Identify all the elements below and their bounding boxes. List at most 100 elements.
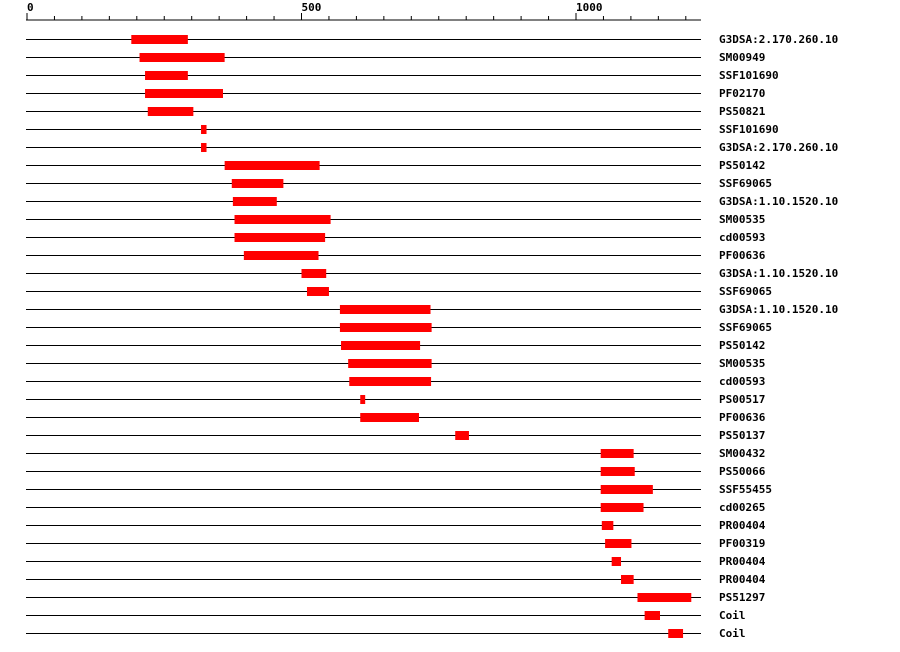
feature-bar	[360, 413, 419, 422]
feature-track: PF00319	[26, 537, 765, 550]
track-label: G3DSA:1.10.1520.10	[719, 303, 838, 316]
feature-track: PS00517	[26, 393, 765, 406]
feature-track: G3DSA:1.10.1520.10	[26, 303, 838, 316]
feature-bar	[621, 575, 634, 584]
feature-track: cd00593	[26, 231, 765, 244]
feature-track: SSF101690	[26, 69, 779, 82]
feature-bar	[348, 359, 432, 368]
feature-track: PF00636	[26, 249, 766, 262]
track-label: cd00593	[719, 231, 765, 244]
feature-track: SM00949	[26, 51, 765, 64]
track-label: SM00949	[719, 51, 765, 64]
track-label: PR00404	[719, 519, 766, 532]
feature-bar	[600, 467, 635, 476]
feature-bar	[147, 107, 194, 116]
feature-track: PR00404	[26, 519, 766, 532]
track-label: SSF55455	[719, 483, 772, 496]
feature-track: Coil	[26, 609, 746, 622]
feature-track: PR00404	[26, 573, 766, 586]
track-label: SSF69065	[719, 321, 772, 334]
feature-bar	[360, 395, 366, 404]
feature-track: G3DSA:1.10.1520.10	[26, 267, 838, 280]
feature-bar	[201, 125, 207, 134]
feature-track: PS51297	[26, 591, 765, 604]
feature-bar	[341, 341, 421, 350]
feature-track: PF00636	[26, 411, 766, 424]
feature-track: G3DSA:2.170.260.10	[26, 141, 838, 154]
feature-bar	[301, 269, 327, 278]
feature-bar	[339, 323, 432, 332]
feature-track: SSF69065	[26, 177, 772, 190]
track-label: G3DSA:2.170.260.10	[719, 33, 838, 46]
feature-track: SM00535	[26, 357, 765, 370]
feature-tracks: G3DSA:2.170.260.10 SM00949 SSF101690 PF0217…	[26, 33, 838, 640]
track-label: PS51297	[719, 591, 765, 604]
feature-track: PR00404	[26, 555, 766, 568]
feature-bar	[131, 35, 188, 44]
track-label: PF00319	[719, 537, 765, 550]
track-label: Coil	[719, 627, 746, 640]
track-label: PS00517	[719, 393, 765, 406]
feature-bar	[600, 449, 634, 458]
feature-bar	[600, 503, 644, 512]
feature-bar	[601, 521, 614, 530]
feature-bar	[234, 233, 326, 242]
feature-bar	[600, 485, 653, 494]
feature-track: SM00432	[26, 447, 765, 460]
track-label: PF00636	[719, 411, 766, 424]
track-label: PS50137	[719, 429, 765, 442]
feature-track: PS50142	[26, 159, 765, 172]
track-label: cd00265	[719, 501, 765, 514]
feature-track: PF02170	[26, 87, 765, 100]
track-label: PS50142	[719, 159, 765, 172]
feature-bar	[306, 287, 329, 296]
feature-track: SM00535	[26, 213, 765, 226]
track-label: PS50066	[719, 465, 766, 478]
feature-bar	[637, 593, 692, 602]
feature-track: PS50137	[26, 429, 765, 442]
feature-track: Coil	[26, 627, 746, 640]
tick-label: 1000	[576, 1, 603, 14]
track-label: G3DSA:2.170.260.10	[719, 141, 838, 154]
feature-bar	[145, 89, 223, 98]
track-label: SSF101690	[719, 123, 779, 136]
axis-tick-labels: 0 500 1000	[27, 1, 603, 14]
axis-ticks	[26, 13, 687, 20]
feature-track: PS50066	[26, 465, 766, 478]
tick-label: 500	[302, 1, 322, 14]
track-label: SSF69065	[719, 285, 772, 298]
feature-track: SSF55455	[26, 483, 772, 496]
feature-track: cd00593	[26, 375, 765, 388]
track-label: SM00432	[719, 447, 765, 460]
track-label: SSF69065	[719, 177, 772, 190]
feature-bar	[611, 557, 622, 566]
track-label: PR00404	[719, 555, 766, 568]
feature-bar	[644, 611, 660, 620]
feature-bar	[455, 431, 469, 440]
feature-track: SSF101690	[26, 123, 779, 136]
track-label: SM00535	[719, 357, 765, 370]
track-label: G3DSA:1.10.1520.10	[719, 267, 838, 280]
track-label: PF02170	[719, 87, 765, 100]
feature-bar	[201, 143, 207, 152]
feature-bar	[139, 53, 225, 62]
feature-bar	[668, 629, 684, 638]
track-label: Coil	[719, 609, 746, 622]
feature-bar	[231, 179, 284, 188]
track-label: cd00593	[719, 375, 765, 388]
track-label: G3DSA:1.10.1520.10	[719, 195, 838, 208]
feature-bar	[605, 539, 632, 548]
feature-bar	[243, 251, 319, 260]
feature-bar	[224, 161, 320, 170]
track-label: PS50821	[719, 105, 766, 118]
feature-track: PS50142	[26, 339, 765, 352]
track-label: SSF101690	[719, 69, 779, 82]
feature-bar	[232, 197, 277, 206]
feature-bar	[339, 305, 431, 314]
feature-track: PS50821	[26, 105, 766, 118]
feature-bar	[145, 71, 188, 80]
track-label: SM00535	[719, 213, 765, 226]
track-label: PR00404	[719, 573, 766, 586]
tick-label: 0	[27, 1, 34, 14]
track-label: PS50142	[719, 339, 765, 352]
